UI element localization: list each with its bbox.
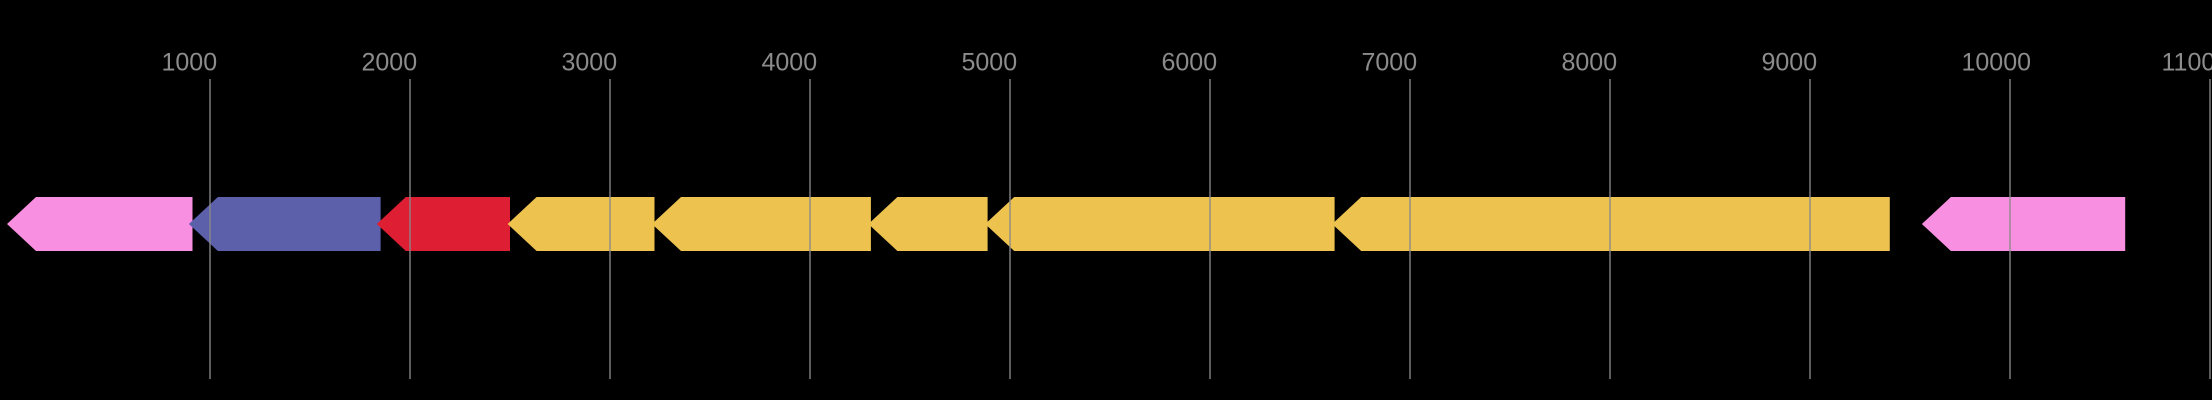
svg-text:6000: 6000 [1162, 49, 1218, 77]
svg-text:5000: 5000 [962, 49, 1018, 77]
svg-text:4000: 4000 [762, 49, 818, 77]
svg-text:10000: 10000 [1962, 49, 2032, 77]
svg-text:7000: 7000 [1362, 49, 1418, 77]
svg-text:9000: 9000 [1762, 49, 1818, 77]
svg-text:1000: 1000 [162, 49, 218, 77]
svg-text:11000: 11000 [2162, 49, 2212, 77]
svg-text:2000: 2000 [362, 49, 418, 77]
svg-text:8000: 8000 [1562, 49, 1618, 77]
svg-text:3000: 3000 [562, 49, 618, 77]
